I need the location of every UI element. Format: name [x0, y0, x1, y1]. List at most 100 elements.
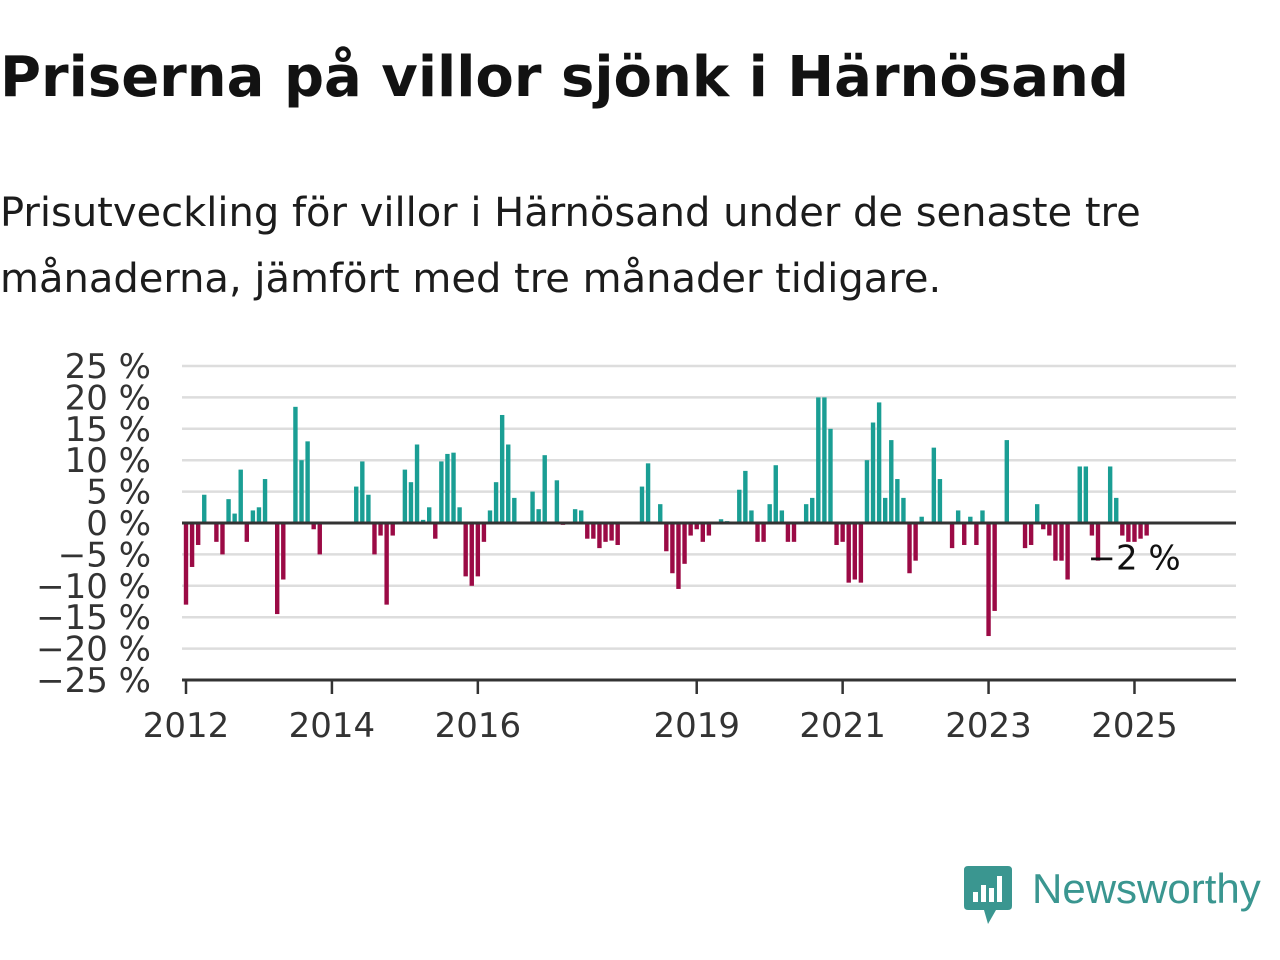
bar	[354, 486, 359, 523]
bar	[262, 479, 268, 523]
bar	[803, 504, 809, 523]
axes	[182, 521, 1236, 694]
bar	[785, 523, 791, 542]
bar	[493, 482, 499, 523]
bar	[949, 523, 955, 549]
bar	[420, 519, 426, 523]
bar	[512, 497, 517, 523]
bar	[986, 523, 991, 637]
bar	[700, 523, 705, 542]
bar	[572, 509, 578, 523]
bar	[439, 461, 444, 523]
bar	[755, 523, 760, 542]
bar	[378, 523, 383, 536]
bar	[1047, 523, 1052, 536]
bar	[317, 523, 322, 555]
bar	[433, 523, 438, 539]
bars	[183, 397, 1149, 637]
bar	[822, 397, 827, 523]
bar	[937, 479, 943, 523]
bar	[980, 510, 985, 523]
bar	[220, 523, 225, 555]
bar	[1095, 523, 1101, 561]
bar	[931, 447, 937, 523]
bar	[968, 516, 973, 523]
bar	[858, 523, 864, 583]
bar	[299, 460, 304, 523]
bar	[408, 482, 414, 523]
bar	[189, 523, 195, 567]
bar	[506, 444, 511, 523]
bar	[372, 523, 377, 555]
bar	[1120, 523, 1125, 536]
y-tick-label: −25 %	[36, 661, 151, 701]
bar	[603, 523, 608, 542]
bar	[390, 523, 395, 536]
bar	[1059, 523, 1064, 561]
bar	[275, 523, 280, 615]
bar	[852, 523, 857, 580]
bar	[183, 523, 189, 605]
chart-title: Priserna på villor sjönk i Härnösand	[0, 45, 1129, 110]
bar	[384, 523, 389, 605]
bar	[305, 441, 310, 523]
bar	[1089, 523, 1095, 536]
bar	[281, 523, 286, 580]
bar	[609, 523, 614, 541]
bar	[1035, 504, 1040, 523]
grid-lines	[182, 364, 1236, 650]
bar	[238, 469, 243, 523]
bar	[579, 510, 584, 523]
y-tick-label: 15 %	[65, 410, 151, 450]
bar	[293, 406, 298, 523]
bar	[487, 510, 493, 523]
bar	[743, 470, 748, 523]
bar	[1138, 523, 1143, 539]
y-tick-label: 0 %	[86, 504, 151, 544]
bar	[591, 523, 596, 539]
bar	[475, 523, 481, 577]
bar	[962, 523, 967, 545]
bar	[615, 523, 620, 545]
bar	[889, 440, 894, 523]
bar	[846, 523, 851, 583]
bar	[864, 460, 870, 523]
bar	[955, 510, 961, 523]
bar	[919, 516, 924, 523]
bar	[360, 461, 365, 523]
y-tick-label: 20 %	[65, 378, 151, 418]
bar	[706, 523, 712, 536]
bar	[639, 486, 645, 523]
bar	[202, 494, 207, 523]
bar	[737, 489, 742, 523]
bar	[469, 523, 474, 586]
bar	[244, 523, 249, 542]
bar	[1114, 497, 1119, 523]
bar	[1053, 523, 1058, 561]
bar	[1077, 466, 1082, 523]
bar	[366, 494, 371, 523]
bar	[414, 444, 420, 523]
bar	[974, 523, 979, 545]
bar	[256, 507, 262, 523]
bar	[791, 523, 797, 542]
bar	[913, 523, 918, 561]
bar	[840, 523, 845, 542]
bar	[718, 519, 724, 523]
bar	[816, 397, 821, 523]
chart-subtitle: Prisutveckling för villor i Härnösand un…	[0, 190, 1141, 302]
x-tick-label: 2025	[1091, 706, 1178, 746]
bar	[779, 510, 785, 523]
bar	[1022, 523, 1028, 549]
bar	[554, 480, 560, 523]
x-tick-label: 2023	[945, 706, 1032, 746]
bar	[451, 452, 456, 523]
bar	[870, 422, 876, 523]
x-tick-label: 2019	[653, 706, 740, 746]
bar	[749, 510, 754, 523]
y-tick-label: −20 %	[36, 630, 151, 670]
bar	[907, 523, 912, 574]
tick-labels: 25 %20 %15 %10 %5 %0 %−5 %−10 %−15 %−20 …	[36, 347, 1181, 746]
bar	[585, 523, 590, 539]
